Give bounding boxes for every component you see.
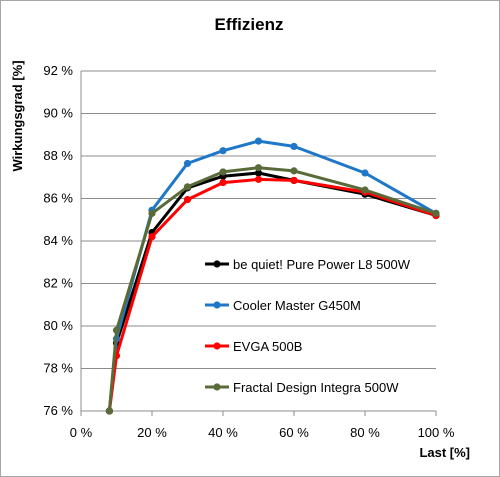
- y-tick-label: 80 %: [43, 318, 73, 333]
- legend-item-1: be quiet! Pure Power L8 500W: [205, 257, 411, 272]
- x-tick-label: 40 %: [208, 425, 238, 440]
- data-point: [361, 186, 369, 194]
- series-line: [107, 177, 437, 412]
- legend-item-3: EVGA 500B: [205, 339, 302, 354]
- data-point: [183, 195, 192, 204]
- legend-swatch-marker: [213, 301, 221, 309]
- legend: be quiet! Pure Power L8 500W Cooler Maste…: [205, 257, 411, 395]
- legend-label: EVGA 500B: [233, 339, 302, 354]
- y-tick-label: 90 %: [43, 106, 73, 121]
- y-axis-label: Wirkungsgrad [%]: [10, 60, 25, 171]
- chart-title: Effizienz: [215, 15, 284, 34]
- y-tick-label: 84 %: [43, 233, 73, 248]
- legend-item-4: Fractal Design Integra 500W: [205, 380, 399, 395]
- data-point: [432, 209, 440, 217]
- data-point: [219, 178, 227, 187]
- x-axis-label: Last [%]: [419, 445, 470, 460]
- y-tick-label: 92 %: [43, 63, 73, 78]
- data-point: [105, 407, 113, 415]
- data-point: [361, 169, 369, 177]
- legend-label: be quiet! Pure Power L8 500W: [233, 257, 411, 272]
- legend-item-2: Cooler Master G450M: [205, 298, 361, 313]
- data-point: [148, 209, 156, 217]
- data-point: [254, 169, 263, 177]
- grid-lines: [81, 70, 436, 412]
- y-tick-label: 78 %: [43, 361, 73, 376]
- data-point: [183, 183, 192, 191]
- legend-swatch-marker: [213, 383, 221, 391]
- data-point: [254, 164, 263, 172]
- x-tick-label: 60 %: [279, 425, 309, 440]
- data-point: [148, 233, 156, 241]
- data-point: [183, 159, 192, 168]
- legend-swatch-marker: [213, 260, 221, 268]
- legend-label: Fractal Design Integra 500W: [233, 380, 399, 395]
- x-tick-label: 20 %: [137, 425, 167, 440]
- series-4: [105, 164, 440, 415]
- data-point: [112, 326, 121, 334]
- y-tick-label: 86 %: [43, 191, 73, 206]
- legend-label: Cooler Master G450M: [233, 298, 361, 313]
- y-tick-label: 88 %: [43, 148, 73, 163]
- data-point: [254, 175, 263, 183]
- data-point: [290, 167, 298, 175]
- y-tick-label: 76 %: [43, 403, 73, 418]
- data-point: [254, 137, 263, 145]
- data-point: [290, 176, 298, 185]
- series-line: [107, 139, 437, 412]
- y-tick-label: 82 %: [43, 276, 73, 291]
- data-point: [290, 142, 298, 151]
- data-point: [219, 147, 227, 155]
- series-lines: [105, 137, 440, 415]
- data-point: [219, 168, 227, 176]
- axes: 76 % 78 % 80 % 82 % 84 % 86 % 88 % 90 % 92 % 0 % 2…: [43, 63, 455, 440]
- x-tick-label: 80 %: [350, 425, 380, 440]
- legend-swatch-marker: [213, 342, 221, 350]
- x-tick-label: 0 %: [70, 425, 93, 440]
- x-tick-label: 100 %: [418, 425, 455, 440]
